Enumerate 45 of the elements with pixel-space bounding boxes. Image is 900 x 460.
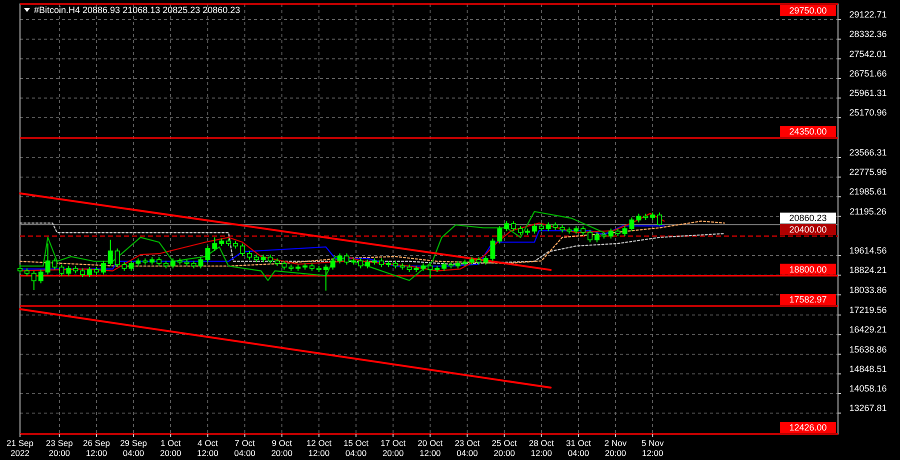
y-tick-label: 13267.81 — [849, 403, 887, 414]
y-tick-label: 28332.36 — [849, 29, 887, 40]
y-tick-label: 25170.96 — [849, 108, 887, 118]
x-tick-label: 31 Oct 04:00 — [566, 438, 592, 458]
x-tick-label: 23 Oct 04:00 — [454, 438, 480, 458]
x-tick-label: 4 Oct 12:00 — [197, 438, 219, 458]
y-tick-label: 29122.71 — [849, 10, 887, 20]
x-tick-label: 26 Sep 12:00 — [82, 438, 110, 458]
x-tick-label: 21 Sep 2022 — [6, 438, 34, 458]
x-tick-label: 23 Sep 20:00 — [46, 438, 74, 458]
x-tick-label: 12 Oct 12:00 — [306, 438, 332, 458]
ref-line-label: 12426.00 — [789, 422, 827, 432]
y-tick-label: 23566.31 — [849, 147, 887, 158]
ref-line-label: 17582.97 — [789, 294, 827, 304]
y-tick-label: 16429.21 — [849, 324, 887, 335]
y-tick-label: 26751.66 — [849, 68, 887, 78]
ref-line-label: 29750.00 — [789, 6, 827, 16]
y-tick-label: 19614.56 — [849, 246, 887, 256]
ref-line-label: 20400.00 — [789, 224, 827, 235]
y-tick-label: 17219.56 — [849, 305, 887, 316]
x-tick-label: 17 Oct 20:00 — [380, 438, 406, 458]
x-tick-label: 2 Nov 20:00 — [604, 438, 628, 458]
y-tick-label: 25961.31 — [849, 88, 887, 98]
ref-line-label: 20860.23 — [789, 213, 827, 224]
y-tick-label: 27542.01 — [849, 48, 887, 59]
y-tick-label: 18824.21 — [849, 265, 887, 276]
x-tick-label: 29 Sep 04:00 — [120, 438, 148, 458]
x-tick-label: 1 Oct 20:00 — [160, 438, 182, 458]
x-tick-label: 9 Oct 20:00 — [271, 438, 293, 458]
y-tick-label: 14848.51 — [849, 364, 887, 374]
y-tick-label: 21195.26 — [850, 206, 886, 216]
chart-title: #Bitcoin.H4 20886.93 21068.13 20825.23 20860.23 — [34, 5, 240, 15]
ref-line-label: 24350.00 — [789, 126, 827, 137]
y-tick-label: 22775.96 — [849, 167, 887, 178]
x-tick-label: 20 Oct 12:00 — [418, 438, 444, 458]
x-tick-label: 28 Oct 12:00 — [528, 438, 555, 458]
y-tick-label: 18033.86 — [849, 284, 887, 295]
ref-line-label: 18800.00 — [789, 264, 827, 274]
y-tick-label: 15638.86 — [849, 344, 887, 354]
x-tick-label: 7 Oct 04:00 — [234, 438, 256, 458]
x-tick-label: 15 Oct 04:00 — [343, 438, 370, 458]
y-tick-label: 14058.16 — [849, 383, 887, 394]
x-tick-label: 25 Oct 20:00 — [492, 438, 518, 458]
y-tick-label: 21985.61 — [849, 186, 887, 197]
x-tick-label: 5 Nov 12:00 — [642, 438, 664, 458]
